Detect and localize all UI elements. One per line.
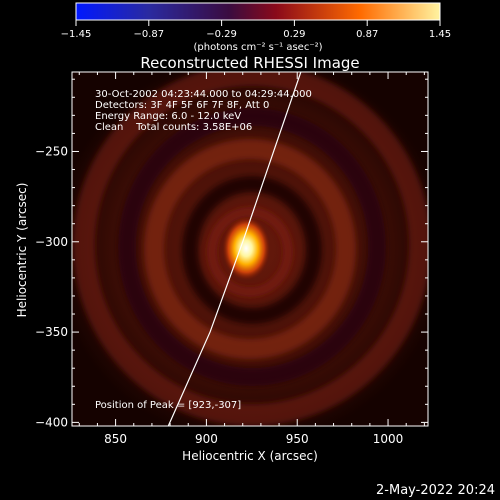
colorbar-ticks: −1.45 −0.87 −0.29 0.29 0.87 1.45 xyxy=(61,20,451,40)
solar-limb-line xyxy=(167,72,302,426)
peak-position-label: Position of Peak = [923,-307] xyxy=(95,400,241,411)
colorbar-unit-label: (photons cm⁻² s⁻¹ asec⁻²) xyxy=(193,42,322,53)
x-tick-label: 850 xyxy=(104,432,127,446)
info-detectors: Detectors: 3F 4F 5F 6F 7F 8F, Att 0 xyxy=(95,100,269,111)
colorbar-tick-label: 1.45 xyxy=(429,29,451,40)
y-tick-label: −400 xyxy=(35,415,68,429)
flare-source xyxy=(222,216,271,281)
y-axis-label: Heliocentric Y (arcsec) xyxy=(15,183,29,318)
plot-area xyxy=(72,72,428,426)
colorbar-tick-label: −0.87 xyxy=(133,29,164,40)
x-axis-label: Heliocentric X (arcsec) xyxy=(182,449,318,463)
y-tick-label: −250 xyxy=(35,144,68,158)
colorbar-tick-label: 0.87 xyxy=(356,29,378,40)
plot-frame xyxy=(71,71,429,427)
generation-timestamp: 2-May-2022 20:24 xyxy=(376,483,495,498)
colorbar-tick-label: −1.45 xyxy=(61,29,92,40)
colorbar-tick-label: 0.29 xyxy=(283,29,305,40)
info-time-range: 30-Oct-2002 04:23:44.000 to 04:29:44.000 xyxy=(95,89,312,100)
colorbar xyxy=(75,2,441,21)
y-tick-label: −350 xyxy=(35,325,68,339)
info-total-counts: Clean Total counts: 3.58E+06 xyxy=(95,122,252,133)
info-block: 30-Oct-2002 04:23:44.000 to 04:29:44.000… xyxy=(95,89,312,133)
x-tick-label: 950 xyxy=(286,432,309,446)
heatmap-rings xyxy=(73,72,428,426)
info-energy-range: Energy Range: 6.0 - 12.0 keV xyxy=(95,111,241,122)
x-axis: 850 900 950 1000 xyxy=(78,72,425,446)
x-tick-label: 1000 xyxy=(373,432,404,446)
y-axis: −250 −300 −350 −400 xyxy=(35,78,428,429)
x-tick-label: 900 xyxy=(195,432,218,446)
y-tick-label: −300 xyxy=(35,235,68,249)
chart-title: Reconstructed RHESSI Image xyxy=(140,54,359,72)
colorbar-tick-label: −0.29 xyxy=(206,29,237,40)
